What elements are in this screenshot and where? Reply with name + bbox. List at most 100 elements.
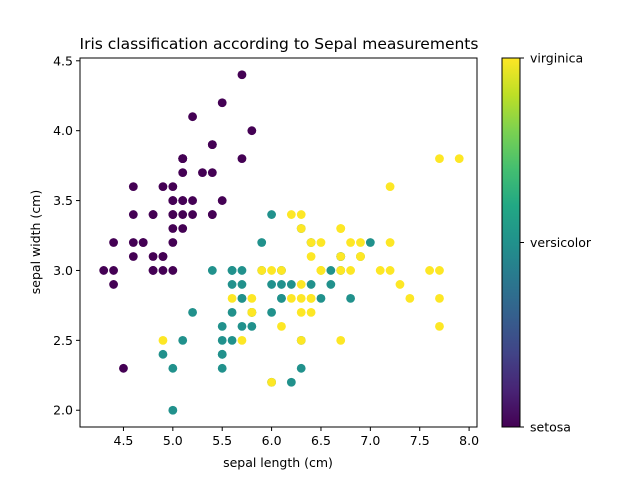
y-tick-label: 4.5 — [53, 53, 73, 68]
data-point-virginica — [375, 266, 385, 275]
data-point-versicolor — [237, 321, 247, 331]
data-point-versicolor — [277, 280, 286, 289]
data-point-setosa — [168, 196, 178, 205]
data-point-virginica — [346, 266, 355, 275]
data-point-setosa — [188, 210, 197, 219]
data-point-setosa — [109, 238, 118, 247]
data-point-versicolor — [217, 335, 227, 345]
y-axis-label: sepal width (cm) — [28, 190, 43, 294]
data-point-setosa — [158, 252, 168, 261]
data-point-virginica — [227, 294, 237, 303]
data-point-setosa — [178, 196, 188, 205]
data-point-setosa — [128, 238, 138, 247]
data-point-virginica — [356, 252, 365, 261]
data-point-setosa — [168, 266, 178, 275]
scatter-points — [99, 70, 464, 415]
data-point-setosa — [188, 196, 197, 205]
data-point-virginica — [425, 266, 434, 275]
data-point-virginica — [336, 252, 346, 261]
data-point-virginica — [336, 224, 346, 233]
data-point-setosa — [237, 154, 247, 164]
data-point-setosa — [198, 168, 207, 178]
data-point-virginica — [247, 307, 257, 317]
data-point-versicolor — [267, 307, 276, 317]
data-point-virginica — [296, 294, 306, 303]
data-point-setosa — [247, 126, 257, 136]
data-point-setosa — [128, 182, 138, 191]
data-point-virginica — [306, 294, 316, 303]
data-point-setosa — [207, 210, 217, 219]
data-point-virginica — [158, 335, 168, 345]
data-point-virginica — [435, 154, 444, 164]
data-point-virginica — [454, 154, 464, 164]
data-point-virginica — [247, 294, 257, 303]
colorbar-label-virginica: virginica — [530, 51, 583, 66]
data-point-versicolor — [217, 321, 227, 331]
data-point-versicolor — [227, 266, 237, 275]
x-axis-label: sepal length (cm) — [223, 455, 333, 470]
data-point-versicolor — [326, 266, 336, 275]
data-point-setosa — [99, 266, 109, 275]
x-tick-label: 7.5 — [410, 433, 430, 448]
x-tick-label: 7.0 — [360, 433, 380, 448]
data-point-virginica — [435, 321, 444, 331]
data-point-virginica — [277, 266, 286, 275]
colorbar-label-setosa: setosa — [530, 420, 571, 435]
data-point-virginica — [296, 335, 306, 345]
data-point-versicolor — [346, 294, 355, 303]
data-point-versicolor — [306, 280, 316, 289]
y-tick-label: 2.5 — [53, 333, 73, 348]
x-tick-label: 6.5 — [311, 433, 331, 448]
data-point-virginica — [286, 294, 296, 303]
data-point-versicolor — [257, 238, 267, 247]
data-point-versicolor — [178, 335, 188, 345]
data-point-virginica — [237, 335, 247, 345]
data-point-versicolor — [227, 335, 237, 345]
data-point-setosa — [237, 70, 247, 80]
data-point-virginica — [336, 266, 346, 275]
data-point-versicolor — [316, 294, 326, 303]
data-point-setosa — [109, 266, 118, 275]
data-point-versicolor — [286, 377, 296, 387]
data-point-setosa — [168, 210, 178, 219]
data-point-virginica — [405, 294, 415, 303]
data-point-virginica — [385, 182, 395, 191]
data-point-versicolor — [168, 363, 178, 373]
y-tick-label: 3.0 — [53, 263, 73, 278]
data-point-virginica — [346, 238, 355, 247]
colorbar-label-versicolor: versicolor — [530, 235, 592, 250]
data-point-setosa — [168, 238, 178, 247]
data-point-virginica — [435, 266, 444, 275]
data-point-setosa — [178, 224, 188, 233]
data-point-virginica — [306, 307, 316, 317]
data-point-virginica — [306, 238, 316, 247]
data-point-setosa — [217, 196, 227, 205]
data-point-setosa — [148, 252, 158, 261]
y-tick-label: 4.0 — [53, 123, 73, 138]
data-point-setosa — [128, 252, 138, 261]
data-point-virginica — [395, 280, 405, 289]
x-tick-label: 8.0 — [459, 433, 479, 448]
data-point-virginica — [296, 307, 306, 317]
data-point-virginica — [286, 210, 296, 219]
data-point-virginica — [316, 238, 326, 247]
data-point-versicolor — [237, 280, 247, 289]
data-point-virginica — [385, 238, 395, 247]
data-point-versicolor — [158, 349, 168, 359]
data-point-setosa — [207, 140, 217, 150]
data-point-virginica — [316, 266, 326, 275]
data-point-versicolor — [286, 280, 296, 289]
data-point-setosa — [217, 98, 227, 108]
plot-frame — [79, 57, 478, 428]
data-point-setosa — [148, 266, 158, 275]
data-point-versicolor — [237, 294, 247, 303]
data-point-virginica — [385, 266, 395, 275]
data-point-virginica — [267, 266, 276, 275]
data-point-setosa — [128, 210, 138, 219]
colorbar-ticks: setosa versicolor virginica — [520, 51, 592, 435]
x-axis-ticks: 4.5 5.0 5.5 6.0 6.5 7.0 7.5 8.0 — [114, 427, 479, 448]
data-point-versicolor — [207, 266, 217, 275]
data-point-virginica — [306, 252, 316, 261]
x-tick-label: 6.0 — [262, 433, 282, 448]
